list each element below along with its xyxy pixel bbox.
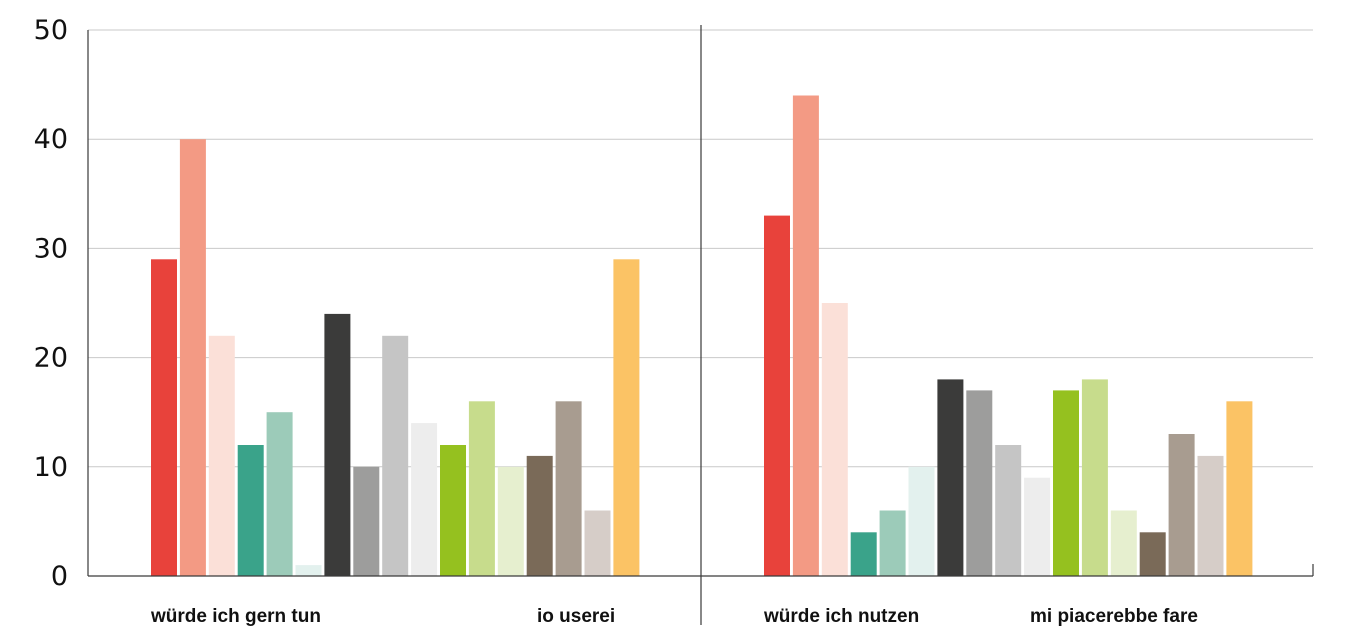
y-tick-label: 50 bbox=[34, 15, 68, 46]
bar bbox=[1139, 532, 1166, 576]
bar bbox=[382, 335, 409, 576]
bar bbox=[879, 510, 906, 576]
x-group-label: würde ich gern tun bbox=[150, 606, 321, 627]
y-tick-labels: 0 10 20 30 40 50 bbox=[34, 15, 68, 592]
bar bbox=[1168, 434, 1195, 576]
y-tick-label: 40 bbox=[34, 124, 68, 155]
bar bbox=[1053, 390, 1079, 576]
bar bbox=[937, 379, 964, 576]
bar bbox=[295, 565, 322, 576]
y-tick-label: 0 bbox=[51, 561, 68, 592]
x-group-label: mi piacerebbe fare bbox=[1030, 606, 1198, 627]
bar bbox=[1081, 379, 1108, 576]
bar bbox=[411, 423, 438, 576]
bar bbox=[1197, 455, 1224, 576]
bar bbox=[324, 313, 351, 576]
bars bbox=[151, 95, 1253, 576]
group-labels: würde ich gern tun io userei würde ich nut… bbox=[150, 606, 1198, 627]
bar bbox=[151, 259, 177, 576]
y-tick-label: 20 bbox=[34, 343, 68, 374]
bar bbox=[353, 466, 380, 576]
bar bbox=[995, 445, 1022, 576]
bar bbox=[440, 445, 466, 576]
bar bbox=[613, 259, 640, 576]
bar bbox=[1226, 401, 1253, 576]
bar bbox=[526, 455, 553, 576]
bar bbox=[555, 401, 582, 576]
axes bbox=[87, 25, 1314, 625]
bar bbox=[850, 532, 877, 576]
bar bbox=[266, 412, 293, 576]
bar bbox=[179, 139, 206, 576]
bar bbox=[468, 401, 495, 576]
bar bbox=[908, 466, 935, 576]
x-group-label: würde ich nutzen bbox=[763, 606, 919, 627]
x-group-label: io userei bbox=[537, 606, 615, 627]
bar bbox=[792, 95, 819, 576]
bar bbox=[584, 510, 611, 576]
bar bbox=[237, 445, 264, 576]
bar bbox=[1110, 510, 1137, 576]
y-tick-label: 10 bbox=[34, 452, 68, 483]
bar bbox=[208, 335, 235, 576]
bar bbox=[966, 390, 993, 576]
bar bbox=[497, 466, 524, 576]
bar bbox=[821, 303, 848, 576]
bar bbox=[764, 215, 790, 576]
y-tick-label: 30 bbox=[34, 233, 68, 264]
bar bbox=[1024, 477, 1051, 576]
